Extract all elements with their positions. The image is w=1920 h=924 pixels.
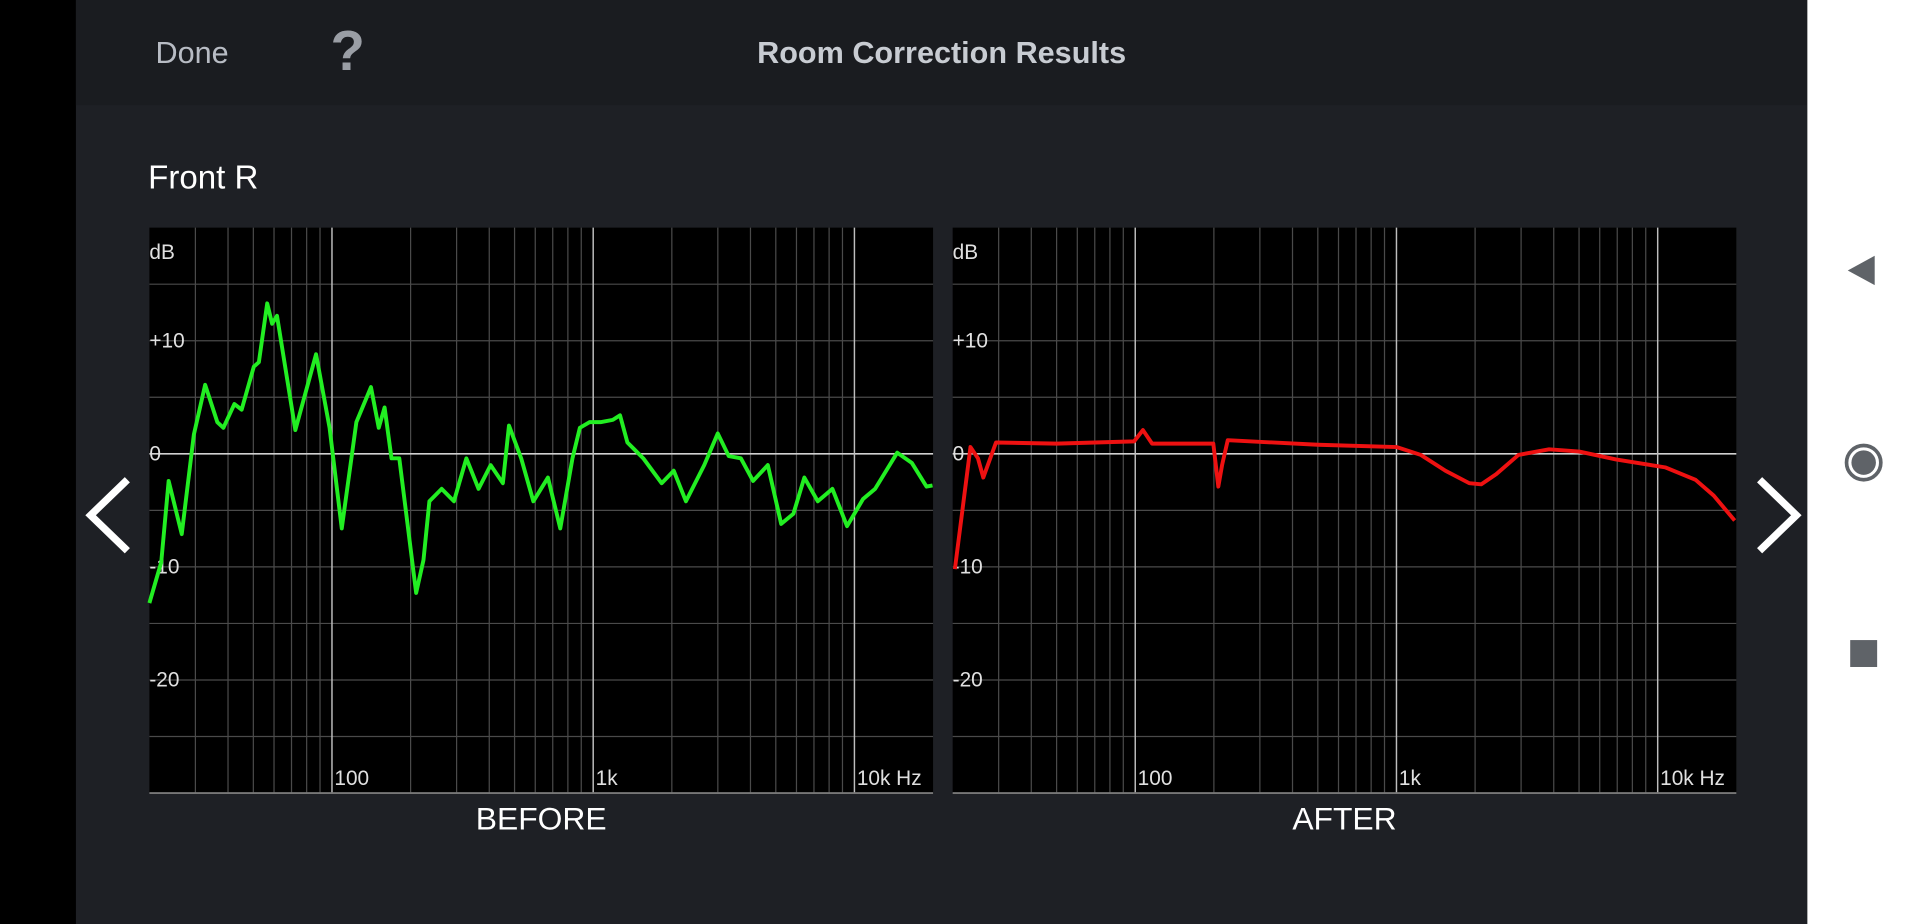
response-curve <box>147 301 933 604</box>
help-button[interactable]: ? <box>331 19 365 82</box>
y-tick-label: -20 <box>149 669 179 692</box>
app-header <box>75 0 1808 106</box>
charts: +10 0 -10 -20 100 1k 10k Hz dB BEFORE +10 0 -10 -20 1… <box>147 227 1737 837</box>
nav-home[interactable] <box>1844 443 1883 482</box>
y-tick-label: 0 <box>953 443 965 466</box>
done-button[interactable]: Done <box>156 36 229 70</box>
page-title: Room Correction Results <box>757 36 1126 70</box>
x-tick-label: 100 <box>1138 767 1173 790</box>
nav-back[interactable] <box>1847 255 1875 286</box>
y-tick-label: -10 <box>953 556 983 579</box>
channel-name: Front R <box>148 160 258 197</box>
x-tick-label: 10k Hz <box>1660 767 1725 790</box>
y-tick-label: 0 <box>149 443 161 466</box>
y-tick-label: +10 <box>953 329 988 352</box>
response-curve <box>952 428 1737 570</box>
y-tick-label: -10 <box>149 556 179 579</box>
x-tick-label: 100 <box>334 767 369 790</box>
x-tick-label: 1k <box>596 767 619 790</box>
x-tick-label: 1k <box>1399 767 1422 790</box>
nav-recents[interactable] <box>1850 640 1878 667</box>
next-arrow[interactable] <box>1757 477 1802 554</box>
nav-home-dot <box>1851 450 1876 475</box>
y-tick-label: -20 <box>953 669 983 692</box>
y-axis-label: dB <box>149 241 174 264</box>
prev-arrow[interactable] <box>85 477 130 554</box>
x-tick-label: 10k Hz <box>857 767 922 790</box>
chart-caption: AFTER <box>1292 801 1396 837</box>
chart-caption: BEFORE <box>476 801 607 837</box>
y-axis-label: dB <box>953 241 978 264</box>
y-tick-label: +10 <box>149 329 184 352</box>
left-strip <box>0 0 76 924</box>
